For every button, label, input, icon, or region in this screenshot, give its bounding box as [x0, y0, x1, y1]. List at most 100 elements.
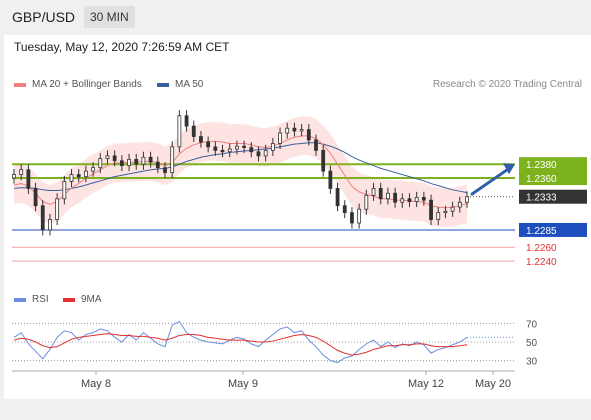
- candle-body: [436, 212, 441, 220]
- candle-body: [342, 205, 347, 214]
- x-tick-label: May 12: [408, 378, 444, 390]
- candle-body: [170, 146, 175, 173]
- rsi-tick-50: 50: [526, 338, 538, 349]
- candle-body: [328, 170, 333, 189]
- candle-body: [148, 156, 153, 163]
- candle-body: [105, 155, 110, 160]
- chart-panel: [4, 35, 591, 399]
- level-label-1.2240: 1.2240: [526, 257, 557, 268]
- legend-ma50: MA 50: [157, 79, 203, 90]
- legend-ma20-label: MA 20 + Bollinger Bands: [32, 79, 142, 90]
- level-label-1.2260: 1.2260: [526, 243, 557, 254]
- legend-ma20: MA 20 + Bollinger Bands: [14, 79, 142, 90]
- candle-body: [421, 197, 426, 201]
- candle-body: [386, 192, 390, 200]
- ma20-swatch: [14, 82, 26, 87]
- x-tick-label: May 8: [81, 378, 111, 390]
- level-box-1.2360: [519, 171, 587, 186]
- legend-rsi-label: RSI: [32, 294, 49, 305]
- candle-body: [278, 132, 282, 144]
- candle-body: [55, 198, 60, 220]
- candle-body: [357, 208, 362, 224]
- level-box-1.2333: [519, 189, 587, 204]
- footer-bar: [0, 399, 591, 420]
- candle-body: [393, 192, 397, 203]
- candle-body: [40, 205, 45, 231]
- candle-body: [400, 198, 405, 203]
- candle-body: [443, 210, 448, 214]
- candle-body: [256, 151, 261, 157]
- candle-body: [263, 149, 268, 157]
- candle-body: [84, 170, 88, 178]
- candle-body: [350, 212, 354, 224]
- candle-body: [429, 199, 433, 220]
- rsi-tick-30: 30: [526, 357, 538, 368]
- candle-body: [33, 188, 38, 207]
- x-tick-label: May 20: [475, 378, 511, 390]
- candle-body: [306, 129, 311, 141]
- ma50-line: [13, 142, 468, 194]
- candle-body: [299, 129, 304, 132]
- candle-body: [155, 161, 160, 169]
- candle-body: [314, 139, 318, 151]
- candle-body: [249, 147, 254, 153]
- rsi-swatch: [14, 297, 26, 302]
- header-bar: GBP/USD 30 MIN: [0, 0, 591, 35]
- candle-body: [163, 167, 167, 173]
- 9ma-swatch: [63, 297, 75, 302]
- level-label-1.2285: 1.2285: [526, 226, 557, 237]
- candle-body: [91, 167, 95, 172]
- ma20-line: [13, 135, 468, 209]
- candle-body: [76, 174, 81, 178]
- candle-body: [450, 206, 455, 212]
- candle-body: [242, 145, 246, 148]
- candle-body: [285, 127, 290, 134]
- level-label-1.2380: 1.2380: [526, 160, 557, 171]
- candle-body: [12, 174, 16, 179]
- candle-body: [69, 174, 74, 182]
- candle-body: [127, 158, 131, 166]
- candle-body: [199, 136, 203, 143]
- legend-ma50-label: MA 50: [175, 79, 204, 90]
- projection-arrow-head: [503, 163, 515, 175]
- candle-body: [414, 197, 419, 202]
- rsi-line: [13, 320, 468, 364]
- candle-body: [112, 155, 117, 162]
- candle-body: [134, 158, 139, 165]
- level-label-1.2333: 1.2333: [526, 193, 557, 204]
- candle-body: [98, 158, 103, 169]
- timestamp: Tuesday, May 12, 2020 7:26:59 AM CET: [14, 40, 230, 54]
- timeframe-badge[interactable]: 30 MIN: [84, 6, 135, 28]
- candle-body: [213, 146, 218, 151]
- legend-rsi: RSI: [14, 294, 49, 305]
- candle-body: [26, 169, 31, 189]
- candle-body: [227, 148, 232, 153]
- x-tick-label: May 9: [228, 378, 258, 390]
- candle-body: [378, 188, 383, 200]
- level-label-1.2360: 1.2360: [526, 174, 557, 185]
- candle-body: [184, 115, 189, 127]
- currency-pair-title: GBP/USD: [12, 9, 76, 25]
- candle-body: [48, 219, 52, 231]
- legend-9ma-label: 9MA: [81, 294, 102, 305]
- projection-arrow: [470, 167, 509, 196]
- candle-body: [220, 149, 225, 153]
- candle-body: [457, 201, 462, 208]
- candle-body: [206, 141, 211, 148]
- candle-body: [407, 198, 412, 202]
- bollinger-band-area: [14, 116, 467, 228]
- candle-body: [62, 181, 67, 200]
- candle-body: [19, 169, 24, 175]
- candle-body: [270, 143, 275, 151]
- research-credit: Research © 2020 Trading Central: [432, 79, 582, 90]
- ma50-swatch: [157, 82, 169, 87]
- candle-body: [465, 196, 469, 203]
- candle-body: [364, 194, 369, 210]
- candle-body: [335, 188, 340, 207]
- rsi-9ma-line: [13, 333, 468, 356]
- candle-body: [235, 145, 239, 150]
- legend-9ma: 9MA: [63, 294, 102, 305]
- candle-body: [292, 127, 297, 132]
- rsi-tick-70: 70: [526, 319, 538, 330]
